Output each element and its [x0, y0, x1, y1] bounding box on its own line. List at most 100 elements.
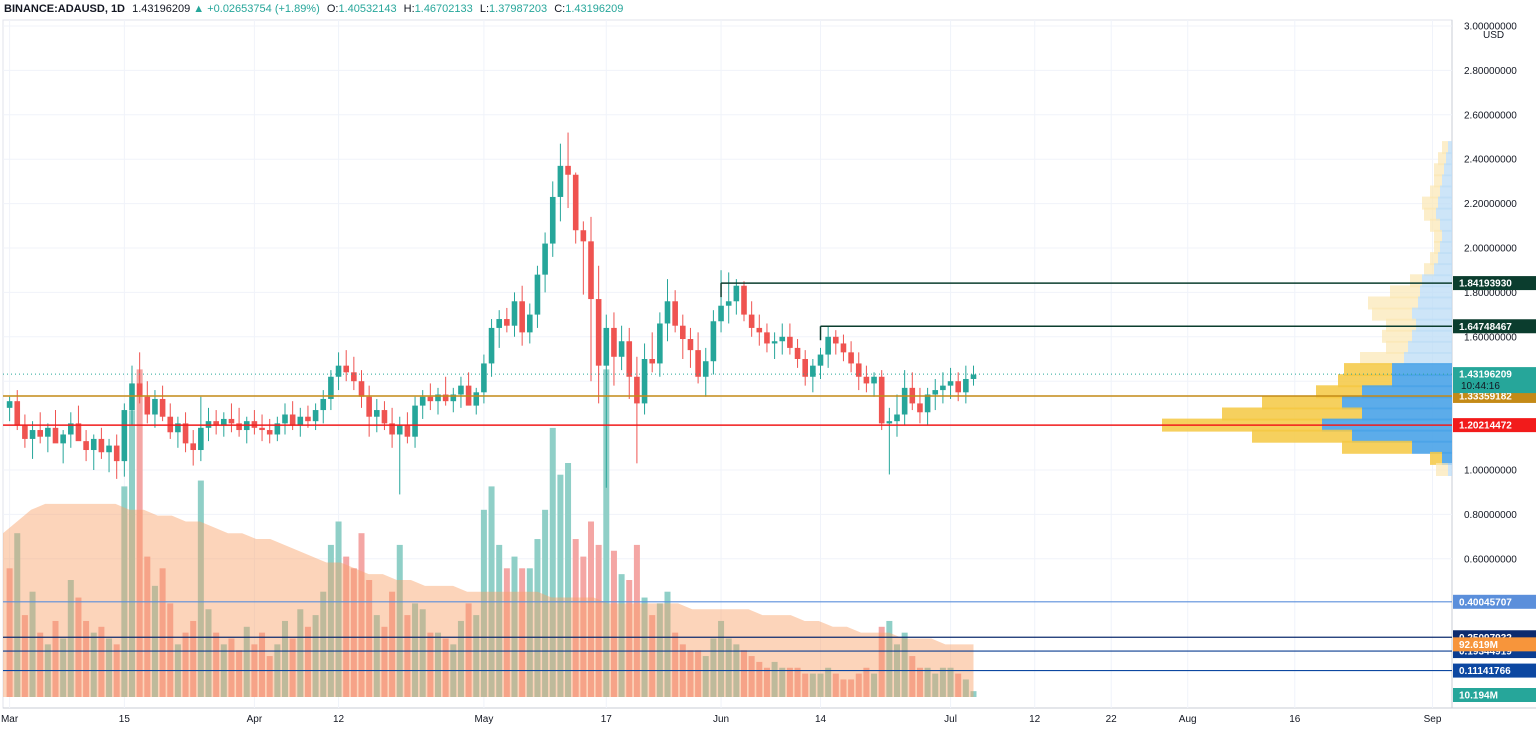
volume-bar [526, 568, 533, 697]
volume-bar [618, 574, 625, 697]
volume-bar [75, 597, 82, 697]
volume-bar [412, 603, 419, 697]
volume-bar [14, 533, 21, 697]
volume-bar [840, 679, 847, 697]
volume-profile-row-down [1430, 252, 1438, 266]
low-key: L: [479, 3, 490, 15]
volume-bar [98, 626, 105, 697]
candle-body [45, 427, 51, 437]
volume-bar [427, 632, 434, 697]
volume-bar [358, 533, 365, 697]
volume-bar [67, 580, 74, 697]
volume-profile-row-up [1412, 307, 1452, 321]
volume-profile-row-down [1342, 440, 1412, 454]
candle-body [695, 350, 701, 377]
volume-bar [786, 667, 793, 697]
candlestick-series [6, 132, 977, 495]
candle-body [389, 423, 395, 435]
volume-profile-row-up [1408, 340, 1452, 354]
volume-profile-row-up [1404, 352, 1452, 365]
candle-body [75, 423, 82, 442]
price-tick-label: 1.80000000 [1464, 288, 1517, 299]
candle-body [794, 347, 801, 359]
time-tick-label: 15 [119, 714, 131, 725]
candle-body [305, 416, 311, 422]
candle-body [549, 196, 556, 244]
candle-body [481, 363, 487, 393]
volume-profile-row-up [1422, 274, 1452, 288]
volume-bar [190, 620, 197, 697]
candle-body [733, 285, 740, 302]
candle-body [458, 385, 464, 395]
candle-body [779, 336, 786, 342]
candle-body [955, 381, 961, 393]
symbol-label[interactable]: BINANCE:ADAUSD, 1D [4, 3, 126, 15]
volume-bar [687, 650, 694, 697]
volume-bar [710, 638, 717, 697]
volume-bar [802, 673, 809, 697]
volume-profile-row-up [1362, 385, 1452, 399]
candle-body [917, 403, 923, 413]
candle-body [190, 443, 196, 451]
volume-bar [580, 556, 587, 697]
candle-body [442, 394, 449, 402]
volume-bar [519, 568, 526, 697]
candle-body [175, 423, 181, 433]
volume-bar [916, 667, 923, 697]
horizontal-levels [3, 282, 1452, 426]
candle-body [886, 421, 893, 424]
candle-body [878, 376, 885, 424]
candle-body [664, 301, 671, 324]
candle-body [343, 365, 349, 373]
volume-bar [549, 427, 556, 697]
volume-bar [832, 673, 839, 697]
volume-profile-row-down [1436, 463, 1448, 476]
candle-body [228, 418, 235, 424]
candle-body [947, 381, 954, 386]
volume-bar [228, 638, 235, 697]
price-axis[interactable]: 3.00000000 2.80000000 2.60000000 2.40000000… [1453, 22, 1536, 703]
candle-body [702, 361, 709, 377]
volume-profile-row-up [1436, 207, 1452, 221]
volume-bar [672, 632, 679, 697]
volume-bar [259, 632, 266, 697]
volume-bar [595, 544, 602, 697]
change-up-arrow-icon: ▲ [193, 3, 205, 15]
volume-bar [955, 673, 962, 697]
candle-body [649, 359, 655, 364]
candle-body [940, 385, 946, 391]
volume-bar [159, 568, 166, 697]
candle-body [810, 365, 816, 377]
candle-body [855, 363, 862, 377]
volume-last-label: 10.194M [1459, 691, 1498, 702]
candle-body [504, 319, 510, 326]
volume-profile-row-down [1434, 174, 1442, 188]
candle-body [22, 425, 28, 439]
volume-profile-row-up [1442, 229, 1452, 243]
volume-profile-row-down [1424, 263, 1434, 277]
candle-body [817, 354, 824, 366]
candle-body [932, 390, 939, 395]
volume-bar [871, 673, 878, 697]
candle-body [634, 376, 640, 404]
volume-bar [335, 521, 342, 697]
candle-body [641, 359, 648, 404]
price-tick-label: 1.00000000 [1464, 466, 1517, 477]
open-key: O: [326, 3, 339, 15]
candle-body [787, 336, 793, 348]
candle-body [274, 423, 281, 435]
volume-bar [947, 667, 954, 697]
candle-body [894, 414, 900, 422]
volume-bar [702, 656, 709, 697]
candle-body [182, 423, 189, 444]
time-axis[interactable]: Mar 15 Apr 12 May 17 Jun 14 Jul 12 22 Aug 16 Sep [1, 714, 1442, 725]
volume-bar [442, 638, 449, 697]
volume-level-tag [1453, 663, 1536, 678]
candle-body [213, 421, 219, 426]
candle-body [289, 414, 296, 426]
volume-bar [29, 591, 36, 697]
candle-body [557, 165, 564, 197]
volume-bar [779, 667, 786, 697]
chart-header: BINANCE:ADAUSD, 1D 1.43196209 ▲ +0.02653… [0, 0, 1454, 18]
